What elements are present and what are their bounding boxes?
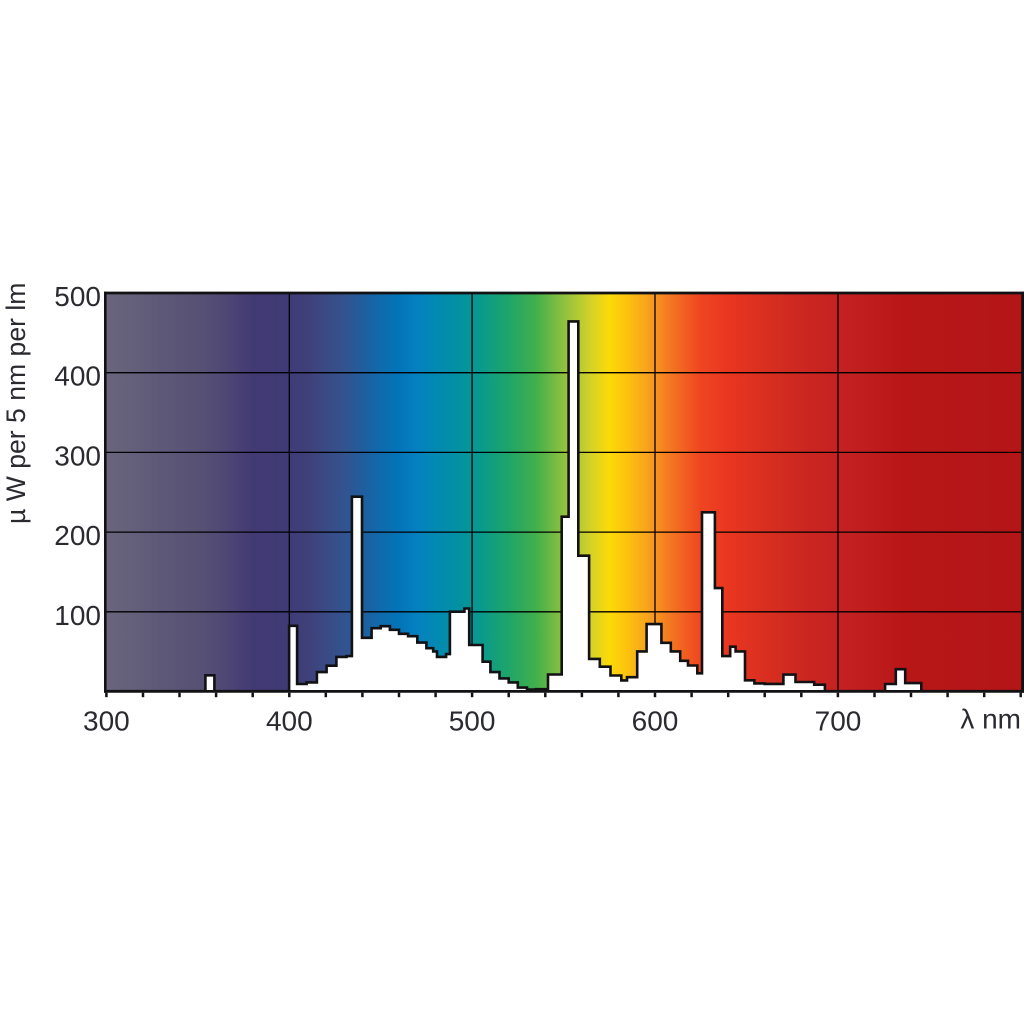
svg-text:300: 300 [83,706,130,737]
svg-text:µ W per 5 nm per lm: µ W per 5 nm per lm [1,283,31,524]
svg-text:200: 200 [54,520,101,551]
svg-text:500: 500 [449,706,496,737]
svg-text:400: 400 [54,361,101,392]
svg-text:400: 400 [266,706,313,737]
svg-text:100: 100 [54,600,101,631]
svg-text:600: 600 [632,706,679,737]
svg-text:300: 300 [54,440,101,471]
svg-text:700: 700 [815,706,862,737]
svg-text:λ nm: λ nm [960,704,1021,735]
svg-text:500: 500 [54,281,101,312]
